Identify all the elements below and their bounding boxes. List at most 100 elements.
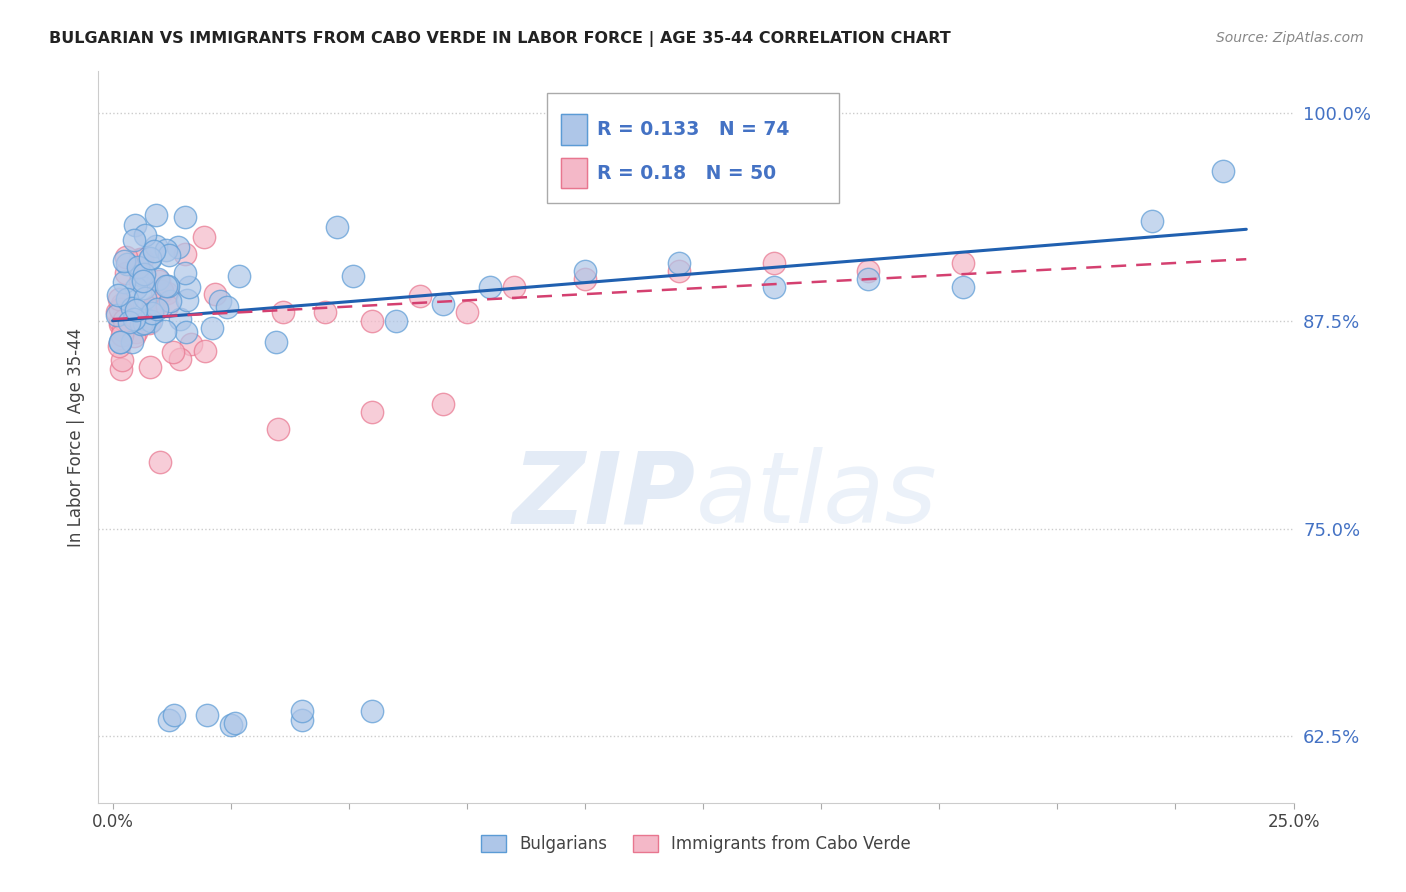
Point [432,397,454,411]
Point [668,264,690,278]
Point [125,303,148,318]
Point [134,312,156,326]
Text: atlas: atlas [696,447,938,544]
Point [139,251,162,265]
Point [132,267,155,281]
Point [952,255,974,269]
FancyBboxPatch shape [547,94,839,203]
Point [180,336,202,351]
Point [174,247,197,261]
Point [146,272,169,286]
Point [314,305,336,319]
Text: R = 0.18   N = 50: R = 0.18 N = 50 [596,163,776,183]
Legend: Bulgarians, Immigrants from Cabo Verde: Bulgarians, Immigrants from Cabo Verde [481,835,911,853]
Point [157,713,180,727]
Point [131,318,153,332]
Point [108,335,131,350]
Point [290,704,312,718]
Point [155,299,177,313]
Point [128,252,150,267]
Point [174,325,197,339]
Point [290,713,312,727]
Point [762,255,785,269]
Point [108,301,131,316]
Y-axis label: In Labor Force | Age 35-44: In Labor Force | Age 35-44 [66,327,84,547]
Point [156,285,179,300]
Point [112,275,135,289]
Point [145,239,167,253]
Bar [561,114,588,145]
Point [479,280,502,294]
Point [155,243,177,257]
Point [163,707,186,722]
Point [361,314,384,328]
Point [176,293,198,307]
Point [194,344,217,359]
Point [105,305,128,319]
Point [159,294,181,309]
Point [141,306,163,320]
Point [432,297,454,311]
Point [858,264,880,278]
Point [145,208,167,222]
Point [215,300,238,314]
Point [174,266,197,280]
Point [273,305,295,319]
Point [124,325,146,339]
Point [146,302,169,317]
Point [112,322,135,336]
Point [117,292,139,306]
Point [111,352,134,367]
Point [208,293,231,308]
Point [177,279,200,293]
Point [1140,214,1163,228]
Point [201,321,224,335]
Point [503,280,526,294]
Point [132,274,155,288]
Point [668,255,690,269]
Point [169,311,191,326]
Point [195,707,218,722]
Point [169,352,191,367]
Point [574,264,596,278]
Point [122,312,145,326]
Point [162,345,184,359]
Point [952,280,974,294]
Bar [561,114,588,145]
Point [111,297,134,311]
Text: Source: ZipAtlas.com: Source: ZipAtlas.com [1216,31,1364,45]
Point [114,250,136,264]
Point [342,269,364,284]
Point [153,324,176,338]
Point [385,314,408,328]
Bar [561,158,588,188]
Point [139,252,162,266]
Point [574,272,596,286]
Point [115,266,138,280]
Point [155,279,177,293]
Point [115,257,138,271]
Point [108,314,131,328]
Point [148,274,170,288]
Point [228,268,250,283]
Point [762,280,785,294]
Point [128,274,150,288]
Point [121,301,143,315]
Point [149,455,172,469]
Point [142,302,165,317]
Point [456,305,478,319]
Point [173,210,195,224]
Point [150,284,173,298]
Point [193,230,215,244]
Point [107,288,129,302]
Point [112,253,135,268]
Point [325,219,347,234]
Point [131,252,153,267]
Point [204,287,226,301]
Point [267,422,290,436]
Point [124,218,146,232]
Point [125,281,148,295]
Text: R = 0.133   N = 74: R = 0.133 N = 74 [596,120,789,138]
Point [157,248,180,262]
Point [132,281,155,295]
